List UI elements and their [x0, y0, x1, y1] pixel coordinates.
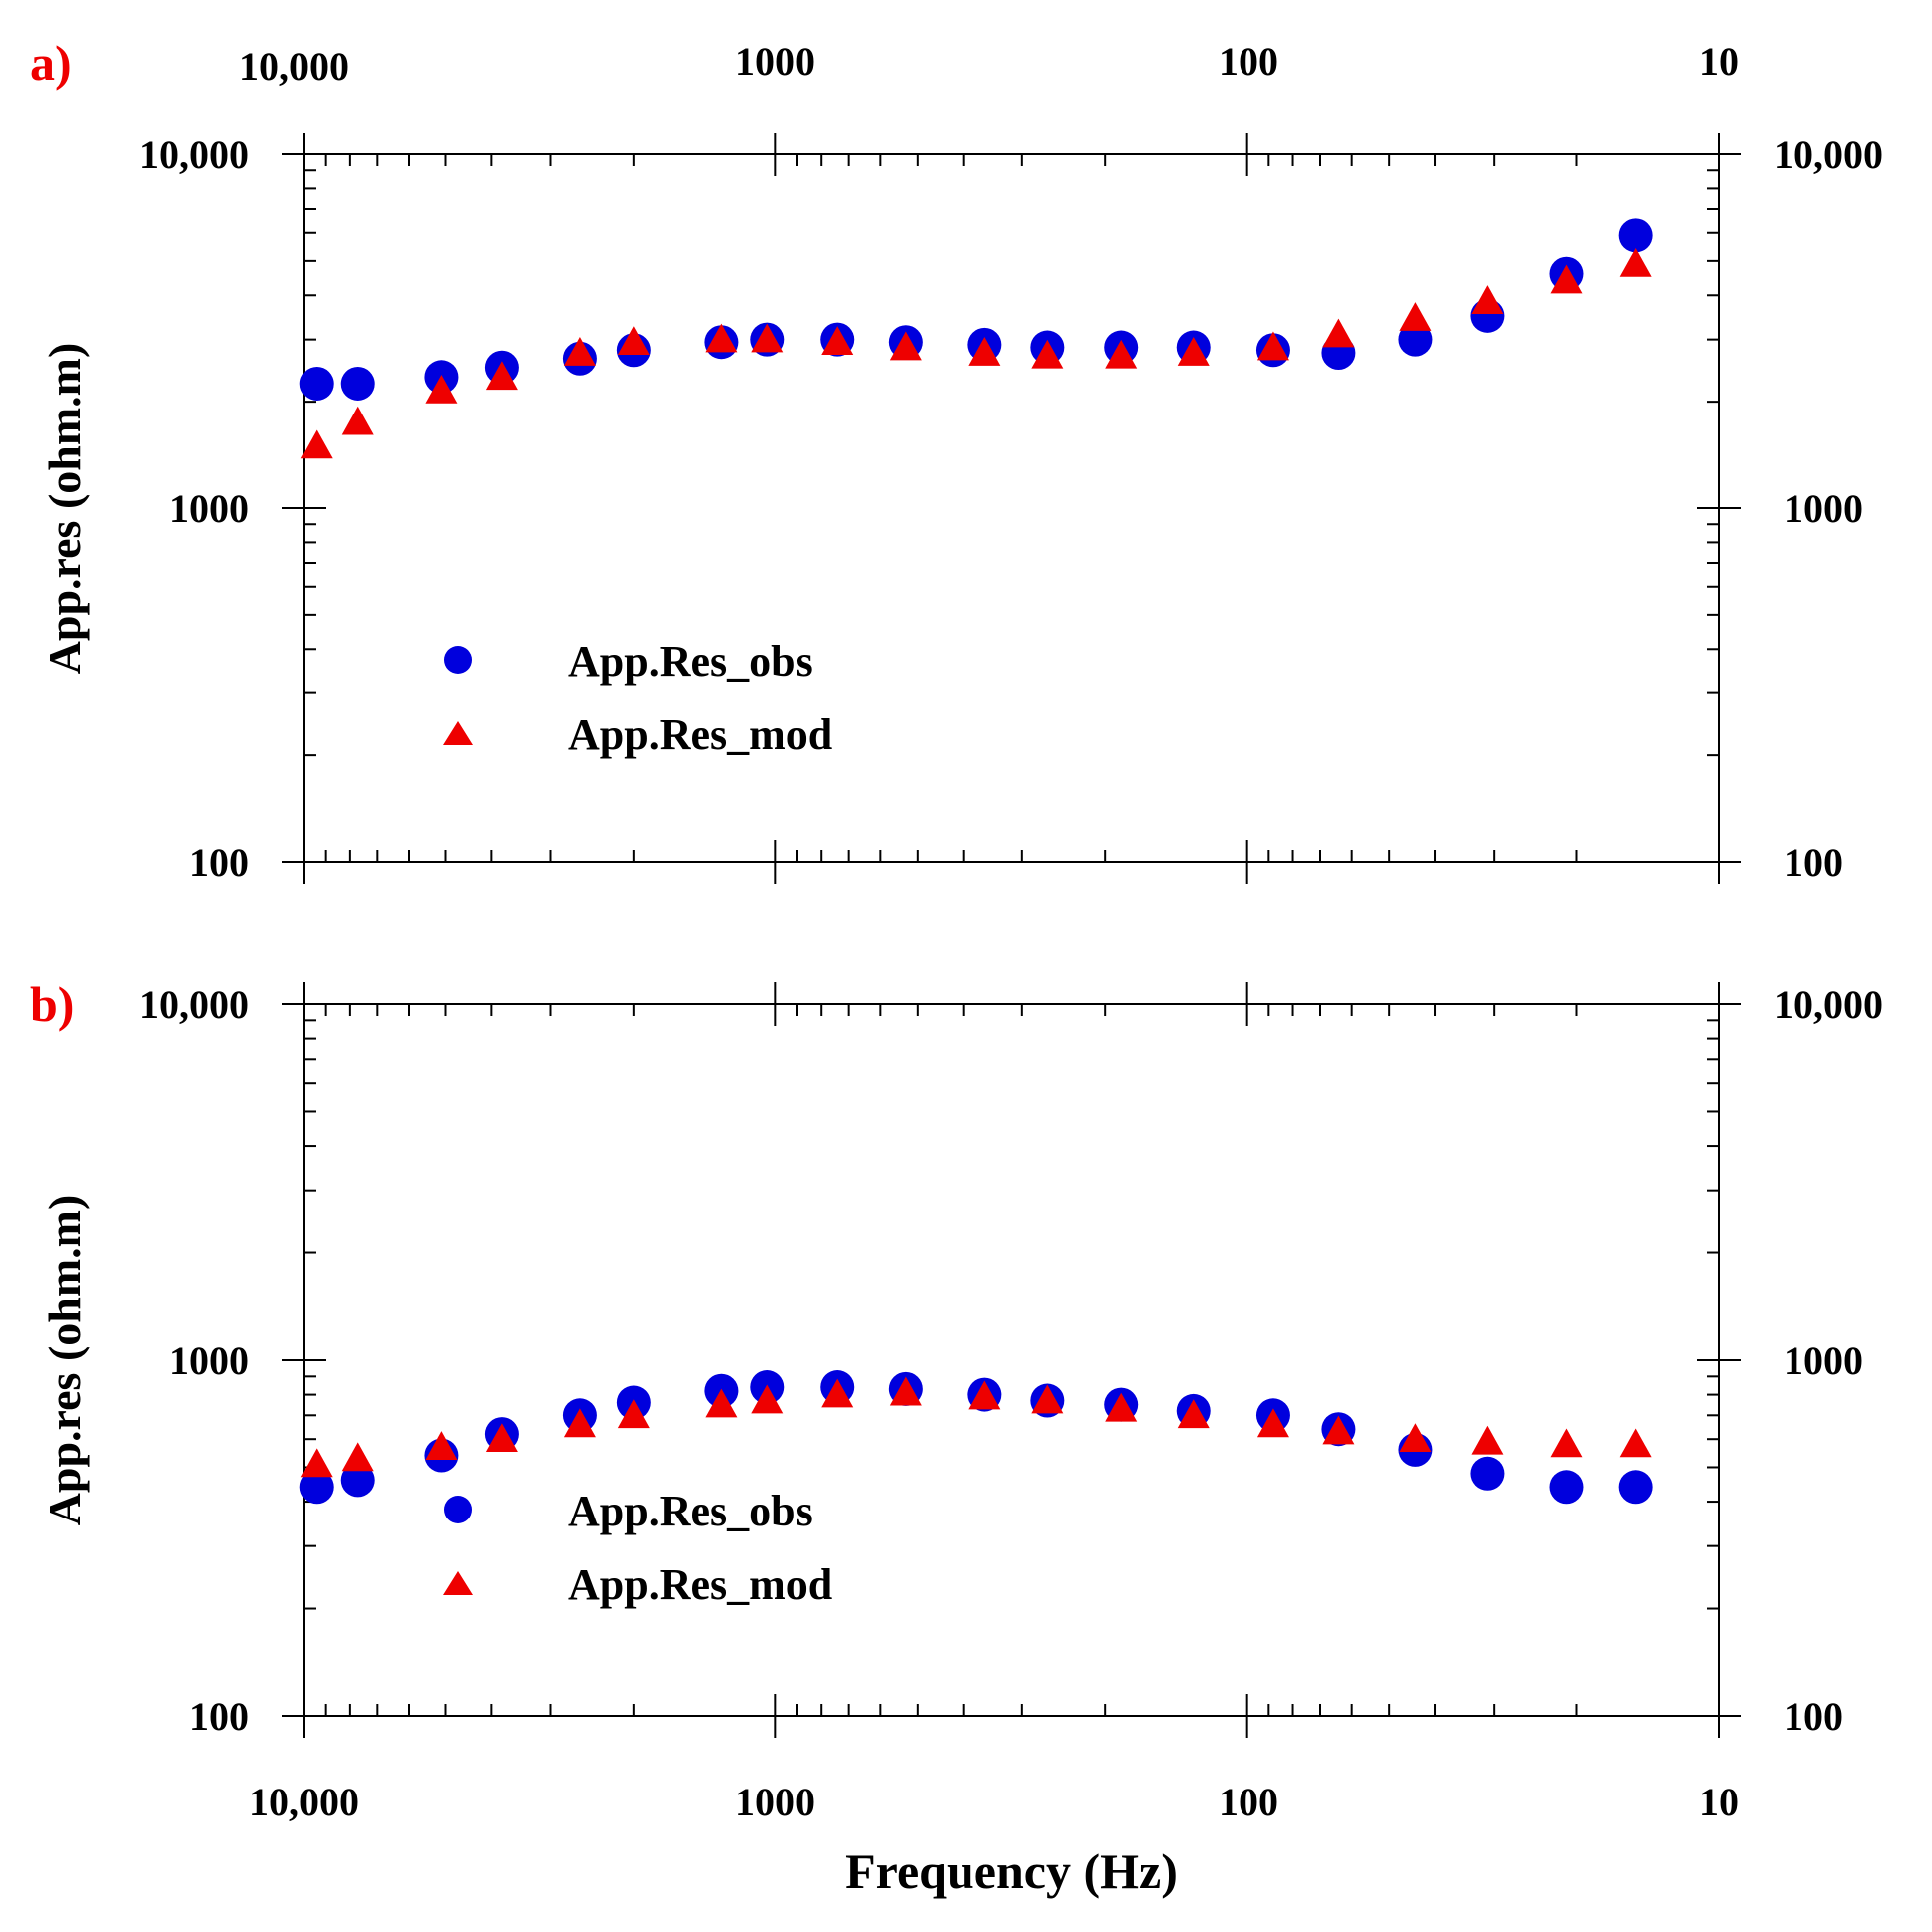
panel-b-x-bottom-labels: 10,000 1000 100 10 [249, 1780, 1739, 1824]
x-bottom-tick-label: 1000 [735, 1780, 815, 1824]
x-top-tick-label: 10 [1699, 39, 1739, 84]
panel-a-y-axis-title: App.res (ohm.m) [39, 343, 90, 675]
x-axis-title: Frequency (Hz) [845, 1843, 1178, 1899]
mod-point [1031, 1384, 1064, 1414]
panel-b: b) 10,000 1000 100 10 10,000 1000 100 10… [30, 976, 1883, 1899]
mod-point [968, 1380, 1001, 1410]
mod-point [889, 331, 922, 361]
obs-point [299, 1470, 334, 1505]
panel-b-data-points [299, 1370, 1653, 1505]
y-right-tick-label: 10,000 [1774, 982, 1883, 1027]
panel-a-label: a) [30, 35, 72, 91]
mod-point [821, 1378, 854, 1408]
y-right-tick-label: 1000 [1784, 1338, 1863, 1383]
obs-point [1618, 218, 1653, 253]
y-left-tick-label: 10,000 [139, 133, 249, 177]
mod-point [425, 374, 458, 404]
mod-point [751, 323, 784, 353]
mod-point [889, 1376, 922, 1406]
mod-point [617, 326, 650, 356]
y-left-tick-label: 1000 [169, 486, 249, 531]
obs-point [299, 366, 334, 401]
y-right-tick-label: 10,000 [1774, 133, 1883, 177]
panel-a: a) 10,000 1000 100 10 10,000 1000 100 10… [30, 35, 1883, 885]
mod-point [1177, 337, 1210, 366]
mod-point [1550, 264, 1583, 294]
mod-point [485, 1423, 518, 1452]
obs-point [1398, 322, 1433, 357]
mod-point [341, 406, 374, 435]
mod-point [1471, 285, 1504, 314]
legend-mod-marker [443, 1571, 473, 1595]
x-top-tick-label: 100 [1219, 39, 1278, 84]
mod-point [485, 361, 518, 391]
panel-b-x-ticks [303, 982, 1720, 1738]
mod-point [1550, 1428, 1583, 1458]
y-left-tick-label: 100 [189, 1694, 249, 1739]
mod-point [300, 1448, 333, 1478]
mod-point [1399, 1423, 1432, 1452]
mod-point [425, 1431, 458, 1460]
mod-point [705, 323, 738, 353]
panel-b-y-axis-title: App.res (ohm.m) [39, 1195, 90, 1526]
panel-a-y-ticks [282, 153, 1741, 863]
panel-a-data-points [299, 218, 1653, 459]
mod-point [1619, 247, 1652, 277]
mod-point [968, 337, 1001, 366]
panel-a-x-ticks [303, 133, 1720, 884]
obs-point [340, 366, 375, 401]
mod-point [1105, 339, 1138, 369]
mod-point [1105, 1392, 1138, 1422]
mod-point [1322, 318, 1355, 348]
mod-point [821, 326, 854, 356]
panel-a-plot-frame [303, 153, 1720, 863]
panel-b-y-labels: 10,000 1000 100 10,000 1000 100 [139, 982, 1883, 1739]
legend-mod-marker [443, 721, 473, 745]
mod-point [1031, 339, 1064, 369]
mod-point [1471, 1425, 1504, 1455]
x-bottom-tick-label: 10,000 [249, 1780, 359, 1824]
mod-point [341, 1442, 374, 1472]
y-right-tick-label: 100 [1784, 1694, 1843, 1739]
x-bottom-tick-label: 100 [1219, 1780, 1278, 1824]
mod-point [1619, 1428, 1652, 1458]
x-top-tick-label: 10,000 [239, 44, 349, 89]
mod-point [1177, 1399, 1210, 1429]
legend-obs-marker [444, 646, 472, 674]
y-right-tick-label: 1000 [1784, 486, 1863, 531]
mod-point [300, 429, 333, 459]
mod-point [705, 1388, 738, 1418]
obs-point [1549, 1470, 1584, 1505]
mod-point [1322, 1415, 1355, 1445]
panel-a-y-labels: 10,000 1000 100 10,000 1000 100 [139, 133, 1883, 885]
panel-b-plot-frame [303, 1003, 1720, 1717]
panel-a-x-top-labels: 10,000 1000 100 10 [239, 39, 1739, 89]
legend-obs-marker [444, 1496, 472, 1523]
mod-point [1256, 331, 1289, 361]
x-top-tick-label: 1000 [735, 39, 815, 84]
y-left-tick-label: 10,000 [139, 982, 249, 1027]
obs-point [340, 1463, 375, 1498]
mod-point [1399, 302, 1432, 331]
x-bottom-tick-label: 10 [1699, 1780, 1739, 1824]
obs-point [1618, 1470, 1653, 1505]
y-right-tick-label: 100 [1784, 840, 1843, 885]
y-left-tick-label: 100 [189, 840, 249, 885]
panel-b-y-ticks [282, 1003, 1741, 1717]
panel-a-legend: App.Res_obs App.Res_mod [443, 637, 832, 759]
legend-mod-label: App.Res_mod [568, 1560, 832, 1609]
obs-point [1470, 1456, 1505, 1491]
mod-point [563, 337, 596, 366]
mod-point [751, 1384, 784, 1414]
y-left-tick-label: 1000 [169, 1338, 249, 1383]
legend-mod-label: App.Res_mod [568, 710, 832, 759]
legend-obs-label: App.Res_obs [568, 637, 813, 686]
panel-b-label: b) [30, 976, 74, 1032]
legend-obs-label: App.Res_obs [568, 1487, 813, 1535]
panel-b-legend: App.Res_obs App.Res_mod [443, 1487, 832, 1609]
mod-point [1256, 1408, 1289, 1438]
mod-point [563, 1408, 596, 1438]
mod-point [617, 1399, 650, 1429]
